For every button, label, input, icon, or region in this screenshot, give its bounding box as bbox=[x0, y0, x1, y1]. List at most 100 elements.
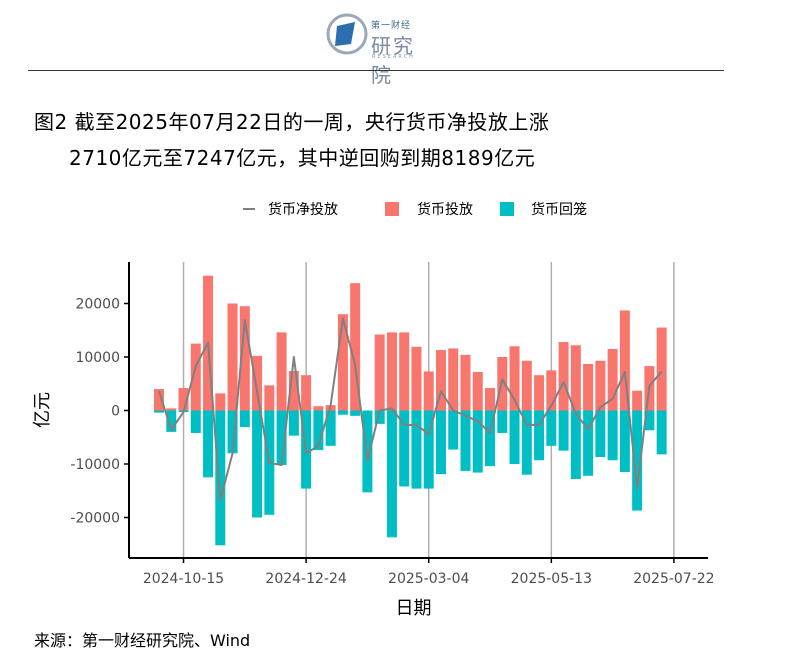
x-tick-label: 2024-10-15 bbox=[143, 571, 224, 587]
injection-bar bbox=[264, 385, 275, 411]
figure-title-line2: 2710亿元至7247亿元，其中逆回购到期8189亿元 bbox=[69, 146, 536, 170]
legend-swatch-withdrawal bbox=[500, 202, 514, 216]
injection-bar bbox=[632, 390, 643, 411]
injection-bar bbox=[534, 375, 545, 411]
withdrawal-bar bbox=[325, 410, 336, 446]
injection-bar bbox=[521, 360, 532, 411]
withdrawal-bar bbox=[509, 410, 520, 464]
injection-bar bbox=[374, 334, 385, 411]
withdrawal-bar bbox=[203, 410, 214, 478]
withdrawal-bar bbox=[485, 410, 496, 467]
injection-bar bbox=[656, 327, 667, 411]
withdrawal-bar bbox=[521, 410, 532, 475]
withdrawal-bar bbox=[435, 410, 446, 475]
injection-bar bbox=[423, 371, 434, 411]
injection-bar bbox=[546, 370, 557, 411]
chart: -20000 -10000 0 10000 20000 2024-10-15 2024-12… bbox=[32, 201, 715, 619]
injection-bar bbox=[239, 306, 250, 411]
injection-bar bbox=[472, 371, 483, 411]
injection-bar bbox=[190, 343, 201, 411]
injection-bar bbox=[178, 388, 189, 411]
injection-bar bbox=[166, 408, 177, 411]
withdrawal-bar bbox=[472, 410, 483, 473]
legend-swatch-injection bbox=[385, 202, 399, 216]
withdrawal-bar bbox=[399, 410, 410, 487]
withdrawal-bar bbox=[252, 410, 263, 518]
y-tick-label: -20000 bbox=[70, 511, 120, 527]
logo-sub-text: RESEARCH bbox=[372, 54, 415, 60]
source-note: 来源：第一财经研究院、Wind bbox=[34, 631, 251, 650]
withdrawal-bar bbox=[570, 410, 581, 479]
withdrawal-bar bbox=[423, 410, 434, 489]
x-tick-label: 2025-07-22 bbox=[633, 571, 714, 587]
x-tick-label: 2024-12-24 bbox=[265, 571, 346, 587]
withdrawal-bar bbox=[276, 410, 287, 466]
injection-bar bbox=[337, 314, 348, 411]
legend-label-injection: 货币投放 bbox=[417, 201, 473, 218]
logo-small-text: 第一财经 bbox=[371, 21, 412, 31]
withdrawal-bar bbox=[656, 410, 667, 455]
withdrawal-bar bbox=[497, 410, 508, 433]
legend-label-net: 货币净投放 bbox=[268, 201, 338, 218]
withdrawal-bar bbox=[313, 410, 324, 451]
legend-label-withdrawal: 货币回笼 bbox=[531, 201, 587, 218]
withdrawal-bar bbox=[288, 410, 299, 436]
logo-emblem-icon bbox=[326, 13, 368, 55]
injection-bar bbox=[288, 370, 299, 411]
y-axis-title: 亿元 bbox=[32, 392, 53, 428]
withdrawal-bar bbox=[239, 410, 250, 428]
injection-bar bbox=[570, 345, 581, 411]
injection-bar bbox=[276, 332, 287, 411]
injection-bar bbox=[448, 348, 459, 411]
injection-bar bbox=[558, 342, 569, 411]
injection-bar bbox=[252, 355, 263, 411]
injection-bar bbox=[386, 332, 397, 411]
withdrawal-bar bbox=[227, 410, 238, 454]
injection-bar bbox=[583, 363, 594, 411]
withdrawal-bar bbox=[558, 410, 569, 451]
withdrawal-bar bbox=[632, 410, 643, 511]
logo-main-text: 研究院 bbox=[371, 34, 415, 87]
withdrawal-bar bbox=[607, 410, 618, 461]
x-axis-title: 日期 bbox=[396, 598, 432, 619]
injection-bar bbox=[509, 346, 520, 411]
withdrawal-bar bbox=[350, 410, 361, 416]
injection-bar bbox=[399, 332, 410, 411]
withdrawal-bar bbox=[374, 410, 385, 424]
withdrawal-bar bbox=[154, 410, 164, 413]
x-tick-label: 2025-05-13 bbox=[511, 571, 592, 587]
injection-bar bbox=[607, 348, 618, 411]
withdrawal-bar bbox=[595, 410, 606, 458]
injection-bar bbox=[435, 350, 446, 411]
withdrawal-bar bbox=[644, 410, 655, 431]
withdrawal-bar bbox=[411, 410, 422, 489]
injection-bar bbox=[485, 388, 496, 411]
injection-bar bbox=[215, 393, 226, 411]
injection-bar bbox=[301, 375, 312, 411]
injection-bar bbox=[313, 406, 324, 411]
header-divider bbox=[28, 70, 724, 71]
injection-bar bbox=[350, 283, 361, 411]
injection-bar bbox=[154, 389, 164, 411]
net-injection-line bbox=[158, 317, 663, 502]
withdrawal-bar bbox=[534, 410, 545, 461]
y-tick-label: 10000 bbox=[75, 350, 120, 366]
withdrawal-bar bbox=[337, 410, 348, 415]
y-tick-label: 20000 bbox=[75, 297, 120, 313]
y-tick-label: -10000 bbox=[70, 457, 120, 473]
withdrawal-bar bbox=[546, 410, 557, 446]
withdrawal-bar bbox=[448, 410, 459, 450]
injection-bar bbox=[595, 360, 606, 411]
withdrawal-bar bbox=[190, 410, 201, 433]
y-tick-label: 0 bbox=[111, 404, 120, 420]
withdrawal-bar bbox=[215, 410, 226, 546]
injection-bar bbox=[619, 310, 630, 411]
withdrawal-bar bbox=[166, 410, 177, 432]
withdrawal-bar bbox=[583, 410, 594, 476]
injection-bar bbox=[411, 346, 422, 411]
figure-title-line1: 图2 截至2025年07月22日的一周，央行货币净投放上涨 bbox=[34, 110, 550, 134]
logo: 第一财经 研究院 RESEARCH bbox=[325, 12, 435, 87]
injection-bar bbox=[227, 303, 238, 411]
injection-bar bbox=[460, 354, 471, 411]
withdrawal-bar bbox=[386, 410, 397, 538]
